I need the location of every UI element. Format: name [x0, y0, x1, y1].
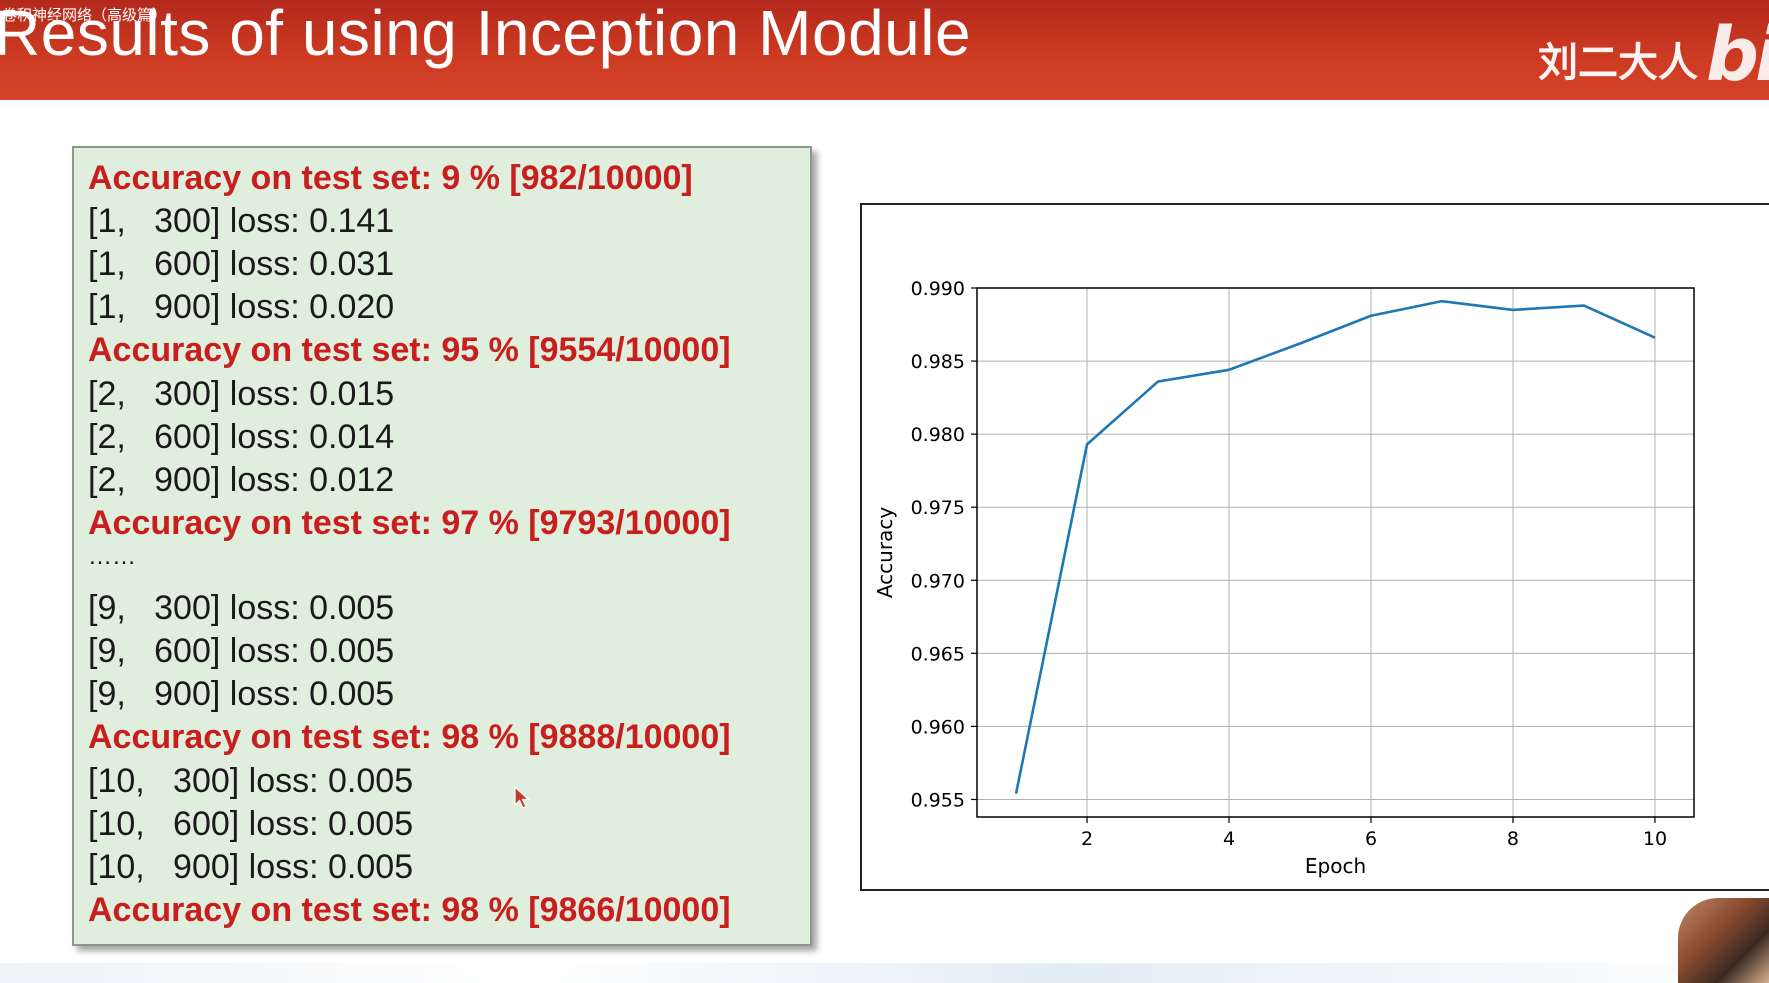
y-tick-label: 0.955: [911, 789, 965, 811]
bottom-decoration: [0, 963, 1769, 983]
author-name: 刘二大人: [1538, 40, 1698, 86]
loss-line: [2, 900] loss: 0.012: [88, 461, 395, 499]
x-tick-label: 2: [1081, 828, 1093, 850]
x-tick-label: 6: [1365, 828, 1377, 850]
ellipsis-line: ……: [88, 543, 136, 570]
y-axis-label: Accuracy: [873, 507, 897, 598]
loss-line: [1, 600] loss: 0.031: [88, 245, 395, 283]
y-tick-label: 0.965: [911, 643, 965, 665]
accuracy-series-line: [1014, 299, 1656, 794]
y-tick-label: 0.980: [911, 424, 965, 446]
loss-line: [10, 600] loss: 0.005: [88, 805, 414, 843]
y-tick-label: 0.990: [911, 278, 965, 300]
loss-line: [1, 900] loss: 0.020: [88, 288, 395, 326]
loss-line: [10, 900] loss: 0.005: [88, 848, 414, 886]
slide-title: Results of using Inception Module: [0, 0, 972, 69]
y-tick-label: 0.975: [911, 497, 965, 519]
loss-line: [2, 300] loss: 0.015: [88, 375, 395, 413]
accuracy-line: Accuracy on test set: 95 % [9554/10000]: [88, 331, 731, 369]
accuracy-line: Accuracy on test set: 98 % [9888/10000]: [88, 718, 731, 756]
loss-line: [1, 300] loss: 0.141: [88, 202, 395, 240]
slide-header: 卷积神经网络（高级篇） Results of using Inception M…: [0, 0, 1769, 100]
loss-line: [9, 900] loss: 0.005: [88, 675, 395, 713]
loss-line: [10, 300] loss: 0.005: [88, 762, 414, 800]
accuracy-chart-svg: 2 4 6 8 10 0.955 0.960 0.965 0.970 0.975 0.980 0.98…: [873, 278, 1695, 878]
loss-line: [9, 600] loss: 0.005: [88, 632, 395, 670]
loss-line: [9, 300] loss: 0.005: [88, 589, 395, 627]
accuracy-line: Accuracy on test set: 97 % [9793/10000]: [88, 504, 731, 542]
x-axis-label: Epoch: [1305, 854, 1366, 878]
bilibili-logo-icon: bili: [1706, 12, 1769, 98]
video-title: 卷积神经网络（高级篇）: [2, 6, 168, 24]
x-tick-label: 8: [1507, 828, 1519, 850]
loss-line: [2, 600] loss: 0.014: [88, 418, 395, 456]
x-tick-label: 10: [1643, 828, 1667, 850]
y-tick-label: 0.960: [911, 716, 965, 738]
y-tick-label: 0.985: [911, 351, 965, 373]
accuracy-chart: 2 4 6 8 10 0.955 0.960 0.965 0.970 0.975 0.980 0.98…: [860, 203, 1769, 891]
plot-area-frame: [976, 287, 1695, 818]
accuracy-line: Accuracy on test set: 9 % [982/10000]: [88, 159, 693, 197]
x-tick-label: 4: [1223, 828, 1235, 850]
training-log-panel: Accuracy on test set: 9 % [982/10000] [1,…: [72, 146, 812, 946]
accuracy-line: Accuracy on test set: 98 % [9866/10000]: [88, 891, 731, 929]
y-tick-label: 0.970: [911, 570, 965, 592]
presenter-webcam-thumbnail: [1678, 898, 1769, 983]
